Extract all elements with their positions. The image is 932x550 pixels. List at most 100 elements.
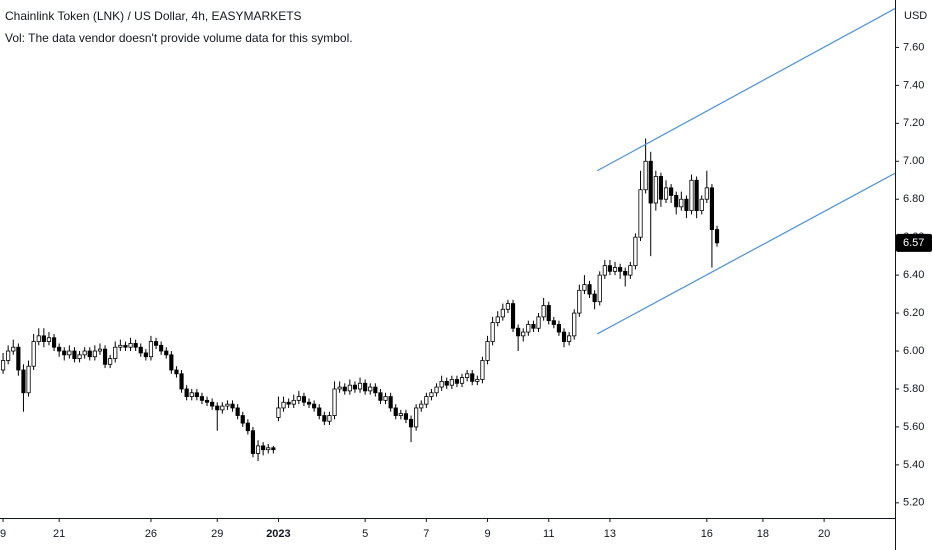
candle-body: [704, 187, 709, 200]
candle-body: [485, 341, 490, 361]
candle-body: [296, 396, 301, 401]
candle-body: [210, 401, 215, 407]
candle-body: [505, 303, 511, 310]
candle-body: [592, 293, 597, 303]
candle-body: [648, 160, 653, 204]
candle-body: [398, 413, 403, 416]
candle-body: [332, 388, 337, 416]
candle-body: [204, 399, 210, 403]
x-tick-label: 29: [211, 528, 223, 540]
candle-body: [414, 407, 419, 428]
candle-body: [6, 350, 11, 361]
x-tick-label: 26: [145, 528, 157, 540]
candle-body: [439, 380, 444, 388]
candle-body: [572, 312, 577, 337]
x-tick-label: 5: [362, 528, 368, 540]
candle-body: [36, 335, 41, 342]
candle-body: [429, 392, 434, 397]
channel-line: [596, 172, 896, 335]
candle-body: [215, 405, 220, 411]
candle-body: [276, 407, 281, 418]
x-tick-label: 7: [423, 528, 429, 540]
candle-body: [261, 445, 266, 451]
candle-body: [393, 407, 398, 416]
candle-body: [306, 401, 312, 405]
candle-body: [633, 236, 638, 267]
candle-body: [11, 346, 16, 352]
candle-body: [184, 388, 189, 397]
last-price-box: [896, 233, 932, 252]
candle-body: [174, 369, 179, 375]
y-tick-label: 5.40: [903, 459, 924, 471]
candle-body: [281, 401, 286, 409]
candle-body: [454, 379, 460, 384]
candle-body: [143, 352, 148, 358]
candle-body: [434, 386, 439, 394]
candle-body: [342, 386, 347, 392]
candle-body: [46, 337, 52, 342]
x-tick-label: 2023: [266, 528, 290, 540]
x-tick-label: 20: [818, 528, 830, 540]
candle-body: [317, 407, 322, 416]
candle-body: [72, 350, 77, 360]
candle-body: [669, 187, 674, 196]
y-tick-label: 7.60: [903, 41, 924, 53]
candle-body: [82, 350, 87, 356]
candle-body: [118, 344, 123, 348]
candle-body: [516, 327, 521, 337]
candle-body: [618, 267, 623, 272]
candle-body: [556, 324, 562, 333]
candle-body: [597, 274, 602, 303]
candle-body: [709, 187, 715, 230]
candle-body: [271, 447, 276, 451]
candle-body: [419, 403, 424, 409]
candle-body: [189, 392, 194, 397]
candle-body: [67, 350, 72, 356]
candle-body: [459, 377, 465, 384]
candle-body: [97, 348, 103, 352]
candle-body: [235, 407, 240, 416]
candle-body: [546, 305, 551, 322]
x-tick-label: 21: [53, 528, 65, 540]
candle-body: [444, 380, 449, 386]
candle-body: [628, 265, 633, 276]
candle-body: [225, 403, 230, 407]
candle-body: [138, 346, 143, 354]
candle-body: [663, 187, 669, 200]
candle-body: [567, 335, 572, 342]
candle-body: [699, 198, 704, 212]
candle-body: [26, 365, 31, 394]
candle-body: [388, 396, 393, 409]
candle-body: [679, 198, 684, 208]
candle-body: [240, 415, 245, 424]
candle-body: [21, 369, 26, 394]
candle-body: [357, 382, 363, 390]
candle-body: [526, 324, 531, 333]
candle-body: [164, 350, 169, 356]
candle-body: [133, 343, 138, 348]
candle-body: [510, 303, 516, 329]
candle-body: [113, 346, 118, 360]
candle-body: [612, 267, 618, 272]
candle-body: [689, 179, 694, 212]
candle-body: [291, 399, 296, 405]
x-tick-label: 11: [543, 528, 554, 540]
last-price-label: 6.57: [903, 237, 924, 249]
candle-body: [638, 189, 643, 238]
candle-body: [159, 344, 164, 352]
candle-body: [521, 331, 526, 337]
candle-body: [169, 354, 174, 371]
y-tick-label: 5.60: [903, 421, 924, 433]
candle-body: [266, 447, 271, 451]
candle-body: [694, 179, 699, 212]
candle-body: [77, 354, 82, 360]
candle-body: [194, 392, 199, 397]
x-tick-label: 13: [604, 528, 616, 540]
x-tick-label: 9: [0, 528, 6, 540]
candle-body: [322, 415, 327, 422]
candle-body: [551, 320, 556, 325]
candle-body: [286, 401, 291, 405]
channel-line: [596, 8, 896, 172]
candle-body: [327, 415, 332, 422]
